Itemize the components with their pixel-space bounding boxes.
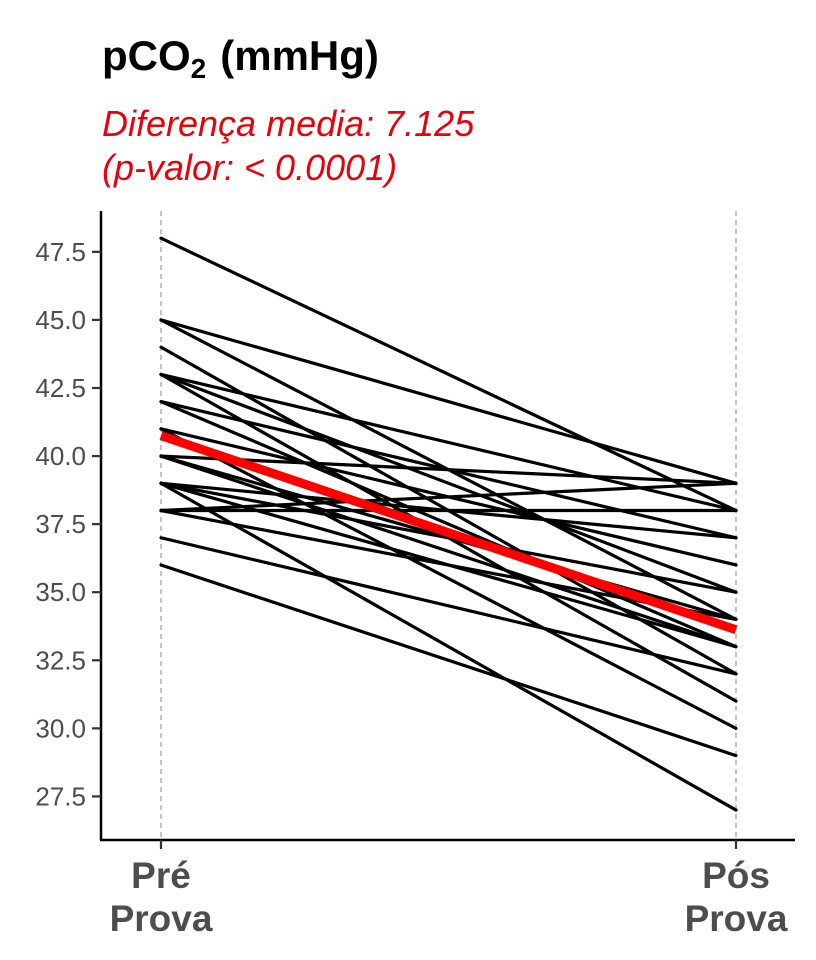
y-tick-label: 35.0	[35, 577, 86, 607]
paired-line	[159, 236, 738, 513]
x-category-label-line1: Pré	[131, 855, 191, 896]
y-axis-ticks: 27.5 30.0 32.5 35.0 37.5 40.0 42.5 45.0 47.5	[35, 237, 101, 811]
paired-line	[159, 536, 738, 676]
paired-line	[159, 400, 738, 649]
y-tick-label: 42.5	[35, 373, 86, 403]
paired-line	[159, 481, 738, 594]
paired-line	[159, 318, 738, 485]
y-tick-label: 32.5	[35, 645, 86, 675]
paired-line	[159, 481, 738, 812]
y-tick-label: 47.5	[35, 237, 86, 267]
y-tick-label: 27.5	[35, 781, 86, 811]
paired-line	[159, 454, 738, 649]
paired-lines	[159, 236, 738, 812]
x-category-label-line1: Pós	[702, 855, 770, 896]
chart-title-main: pCO	[102, 32, 191, 79]
x-category-label-line2: Prova	[110, 898, 213, 939]
paired-line	[159, 481, 738, 513]
chart-title-unit: (mmHg)	[220, 32, 379, 79]
y-tick-label: 40.0	[35, 441, 86, 471]
y-tick-label: 45.0	[35, 305, 86, 335]
chart-title-subscript: 2	[191, 53, 207, 84]
category-guides	[160, 211, 737, 840]
mean-line	[159, 431, 738, 635]
y-tick-label: 30.0	[35, 713, 86, 743]
paired-line	[159, 563, 738, 758]
chart-subtitle-line-1: Diferença media: 7.125	[102, 103, 475, 144]
paired-line	[159, 372, 738, 594]
paired-line	[159, 427, 738, 730]
mean-line-group	[159, 431, 738, 635]
chart-title: pCO2 (mmHg)	[102, 32, 379, 84]
y-tick-label: 37.5	[35, 509, 86, 539]
x-category-label-line2: Prova	[685, 898, 788, 939]
chart-subtitle-line-2: (p-valor: < 0.0001)	[102, 147, 397, 188]
paired-line	[159, 454, 738, 485]
